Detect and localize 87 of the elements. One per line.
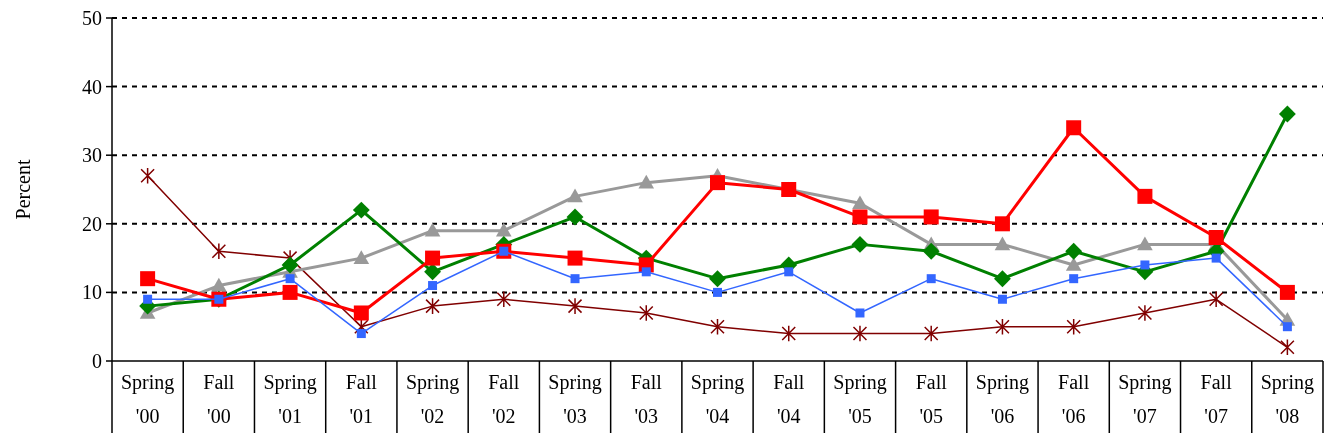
point: [1211, 253, 1221, 263]
x-tick-label: Spring '03: [548, 371, 602, 427]
x-tick-label: Fall '00: [203, 371, 235, 427]
point: [282, 284, 298, 300]
point: [566, 208, 584, 226]
x-tick-label: Fall '02: [488, 371, 520, 427]
point: [1137, 236, 1153, 251]
x-tick-label: Spring '06: [975, 371, 1030, 427]
x-tick-label: Spring '01: [263, 371, 317, 427]
point: [211, 277, 227, 292]
x-tick-label: Spring '04: [690, 371, 745, 427]
point: [995, 318, 1010, 336]
point: [428, 281, 438, 291]
point: [211, 242, 227, 260]
point: [852, 209, 868, 225]
point: [1279, 284, 1295, 300]
point: [1066, 120, 1082, 136]
point: [1282, 322, 1292, 332]
point: [922, 242, 940, 260]
x-tick-label: Spring '08: [1260, 371, 1315, 427]
point: [424, 263, 442, 281]
point: [354, 318, 369, 336]
point: [994, 236, 1011, 251]
point: [496, 290, 512, 308]
point: [353, 305, 369, 321]
point: [710, 175, 725, 191]
point: [1140, 260, 1150, 270]
point: [352, 201, 370, 219]
point: [923, 325, 939, 343]
point: [140, 167, 155, 185]
y-tick-label: 50: [82, 7, 102, 29]
point: [425, 297, 440, 315]
point: [997, 294, 1007, 304]
point: [784, 267, 794, 277]
x-tick-label: Spring '00: [120, 371, 175, 427]
y-tick-label: 20: [82, 212, 102, 235]
y-tick-label: 10: [82, 281, 102, 304]
y-tick-label: 40: [82, 75, 102, 98]
x-tick-label: Spring '07: [1118, 371, 1172, 427]
point: [1065, 242, 1083, 260]
point: [852, 325, 868, 343]
point: [567, 250, 583, 266]
point: [1065, 257, 1082, 271]
point: [993, 270, 1011, 288]
point: [926, 274, 936, 284]
x-tick-label: Fall '01: [345, 371, 378, 427]
x-tick-label: Fall '06: [1058, 371, 1090, 427]
point: [639, 304, 654, 322]
point: [567, 188, 583, 203]
point: [356, 329, 366, 339]
x-tick-label: Fall '07: [1200, 371, 1233, 427]
x-tick-label: Fall '05: [915, 371, 948, 427]
x-tick-label: Fall '03: [630, 371, 663, 427]
point: [567, 297, 583, 315]
point: [1137, 188, 1153, 204]
point: [1280, 338, 1295, 356]
point: [1066, 318, 1081, 336]
point: [425, 250, 441, 266]
point: [1137, 304, 1153, 322]
point: [285, 274, 295, 284]
point: [994, 216, 1010, 232]
x-tick-label: Fall '04: [773, 371, 805, 427]
point: [281, 256, 299, 274]
point: [855, 308, 865, 318]
y-tick-label: 30: [82, 144, 102, 167]
point: [781, 325, 796, 343]
point: [140, 271, 156, 287]
y-axis-title: Percent: [12, 159, 34, 220]
point: [495, 222, 512, 237]
point: [710, 318, 725, 336]
point: [923, 209, 939, 225]
point: [713, 287, 722, 297]
point: [852, 195, 868, 210]
point: [1278, 105, 1296, 123]
x-tick-label: Spring '05: [833, 371, 887, 427]
point: [570, 274, 580, 284]
point: [1069, 274, 1079, 284]
point: [641, 267, 651, 277]
point: [143, 294, 153, 304]
x-tick-label: Spring '02: [405, 371, 460, 427]
point: [353, 250, 370, 264]
point: [424, 222, 441, 237]
point: [709, 270, 726, 288]
point: [638, 174, 655, 189]
point: [851, 235, 869, 253]
point: [1208, 290, 1224, 308]
y-tick-label: 0: [92, 350, 102, 372]
